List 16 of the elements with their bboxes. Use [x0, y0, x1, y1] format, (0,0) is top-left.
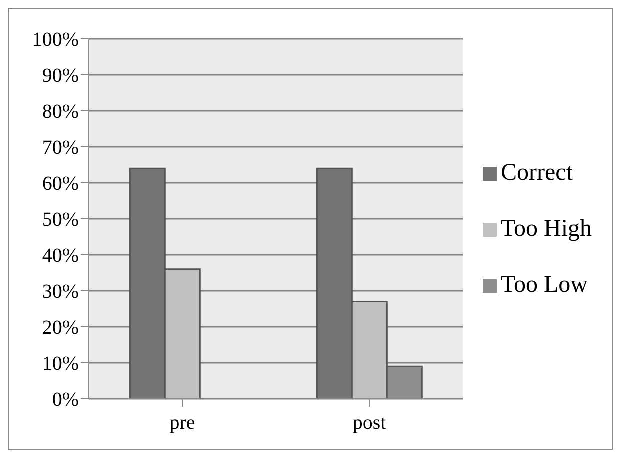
legend-label: Too High [501, 216, 592, 242]
y-tick-label: 60% [42, 173, 79, 196]
y-tick-label: 70% [42, 137, 79, 160]
y-tick-label: 50% [42, 209, 79, 232]
x-tick-label: pre [170, 412, 196, 434]
x-tick-label: post [352, 412, 387, 434]
y-tick-label: 40% [42, 245, 79, 268]
y-tick-label: 10% [42, 353, 79, 376]
legend-label: Too Low [501, 272, 588, 298]
y-tick-label: 80% [42, 101, 79, 124]
y-tick-label: 20% [42, 317, 79, 340]
legend-label: Correct [501, 160, 573, 186]
y-tick-label: 90% [42, 65, 79, 88]
y-tick-label: 0% [52, 389, 79, 412]
y-tick-label: 100% [32, 29, 79, 52]
y-tick-label: 30% [42, 281, 79, 304]
